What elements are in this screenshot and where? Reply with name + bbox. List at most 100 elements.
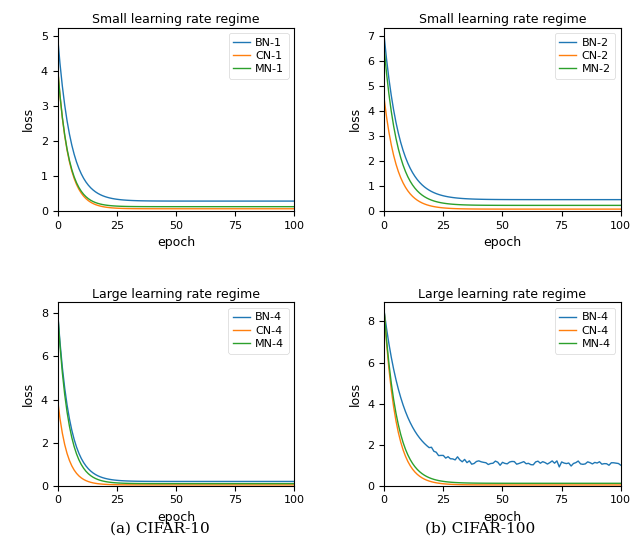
BN-1 — [291, 198, 298, 204]
MN-2 — [489, 202, 497, 209]
CN-2 — [546, 206, 554, 213]
CN-1 — [231, 205, 239, 212]
Line: MN-4: MN-4 — [58, 311, 294, 484]
CN-4 — [617, 482, 625, 489]
CN-2 — [558, 206, 566, 213]
BN-1 — [163, 198, 170, 204]
BN-4 — [522, 460, 530, 467]
BN-1 — [113, 196, 120, 203]
MN-1 — [291, 203, 298, 210]
MN-2 — [380, 45, 388, 52]
Line: CN-4: CN-4 — [384, 311, 621, 485]
BN-2 — [546, 197, 554, 203]
BN-4 — [163, 478, 170, 485]
Line: BN-1: BN-1 — [58, 36, 294, 201]
MN-1 — [163, 203, 170, 210]
BN-4 — [113, 477, 120, 484]
Line: CN-1: CN-1 — [58, 68, 294, 209]
Y-axis label: loss: loss — [22, 382, 35, 406]
Y-axis label: loss: loss — [349, 107, 362, 131]
MN-4 — [440, 478, 447, 485]
Line: CN-4: CN-4 — [58, 400, 294, 485]
CN-1 — [163, 205, 170, 212]
MN-4 — [54, 308, 61, 315]
MN-4 — [397, 431, 404, 438]
BN-2 — [489, 196, 497, 203]
MN-4 — [546, 480, 554, 487]
BN-4 — [196, 478, 204, 485]
X-axis label: epoch: epoch — [157, 236, 195, 249]
BN-4 — [291, 478, 298, 485]
Line: MN-2: MN-2 — [384, 49, 621, 205]
MN-2 — [440, 200, 447, 206]
MN-4 — [489, 480, 497, 486]
MN-4 — [617, 480, 625, 487]
BN-4 — [220, 478, 227, 485]
BN-1 — [196, 198, 204, 204]
Line: MN-1: MN-1 — [58, 68, 294, 206]
BN-4 — [54, 308, 61, 315]
BN-4 — [70, 436, 78, 443]
MN-4 — [380, 308, 388, 315]
CN-4 — [220, 481, 227, 488]
BN-4 — [546, 459, 554, 466]
MN-4 — [291, 480, 298, 487]
MN-1 — [220, 203, 227, 210]
Line: MN-4: MN-4 — [384, 311, 621, 484]
Y-axis label: loss: loss — [22, 107, 35, 131]
Legend: BN-2, CN-2, MN-2: BN-2, CN-2, MN-2 — [555, 33, 615, 79]
CN-1 — [113, 205, 120, 211]
CN-2 — [440, 205, 447, 211]
BN-2 — [440, 193, 447, 199]
Title: Small learning rate regime: Small learning rate regime — [419, 13, 586, 26]
BN-1 — [70, 151, 78, 158]
BN-4 — [380, 308, 388, 315]
CN-1 — [54, 65, 61, 71]
CN-4 — [291, 481, 298, 488]
MN-1 — [70, 173, 78, 180]
MN-2 — [558, 202, 566, 209]
MN-4 — [196, 480, 204, 487]
Legend: BN-1, CN-1, MN-1: BN-1, CN-1, MN-1 — [228, 33, 289, 79]
MN-2 — [617, 202, 625, 209]
CN-4 — [522, 482, 530, 489]
CN-1 — [291, 205, 298, 212]
MN-4 — [70, 443, 78, 450]
BN-1 — [54, 33, 61, 40]
CN-4 — [70, 467, 78, 474]
Legend: BN-4, CN-4, MN-4: BN-4, CN-4, MN-4 — [555, 308, 615, 354]
Y-axis label: loss: loss — [349, 382, 362, 406]
BN-1 — [231, 198, 239, 204]
BN-2 — [380, 33, 388, 40]
CN-1 — [196, 205, 204, 212]
BN-2 — [522, 197, 530, 203]
CN-1 — [70, 175, 78, 182]
MN-4 — [558, 480, 566, 487]
BN-2 — [617, 197, 625, 203]
CN-2 — [617, 206, 625, 213]
Line: BN-2: BN-2 — [384, 36, 621, 200]
CN-4 — [113, 481, 120, 488]
MN-2 — [397, 155, 404, 161]
MN-2 — [546, 202, 554, 209]
X-axis label: epoch: epoch — [483, 236, 522, 249]
MN-1 — [113, 203, 120, 209]
Legend: BN-4, CN-4, MN-4: BN-4, CN-4, MN-4 — [228, 308, 289, 354]
MN-4 — [163, 480, 170, 487]
CN-1 — [220, 205, 227, 212]
CN-4 — [163, 481, 170, 488]
CN-2 — [489, 206, 497, 213]
CN-4 — [440, 480, 447, 487]
MN-4 — [113, 480, 120, 486]
Title: Large learning rate regime: Large learning rate regime — [92, 288, 260, 301]
Text: (a) CIFAR-10: (a) CIFAR-10 — [110, 522, 210, 535]
BN-4 — [560, 460, 568, 466]
Title: Small learning rate regime: Small learning rate regime — [92, 13, 260, 26]
MN-1 — [196, 203, 204, 210]
CN-4 — [380, 308, 388, 315]
MN-4 — [231, 480, 239, 487]
MN-1 — [54, 65, 61, 71]
BN-2 — [558, 197, 566, 203]
CN-2 — [380, 95, 388, 102]
Title: Large learning rate regime: Large learning rate regime — [419, 288, 586, 301]
